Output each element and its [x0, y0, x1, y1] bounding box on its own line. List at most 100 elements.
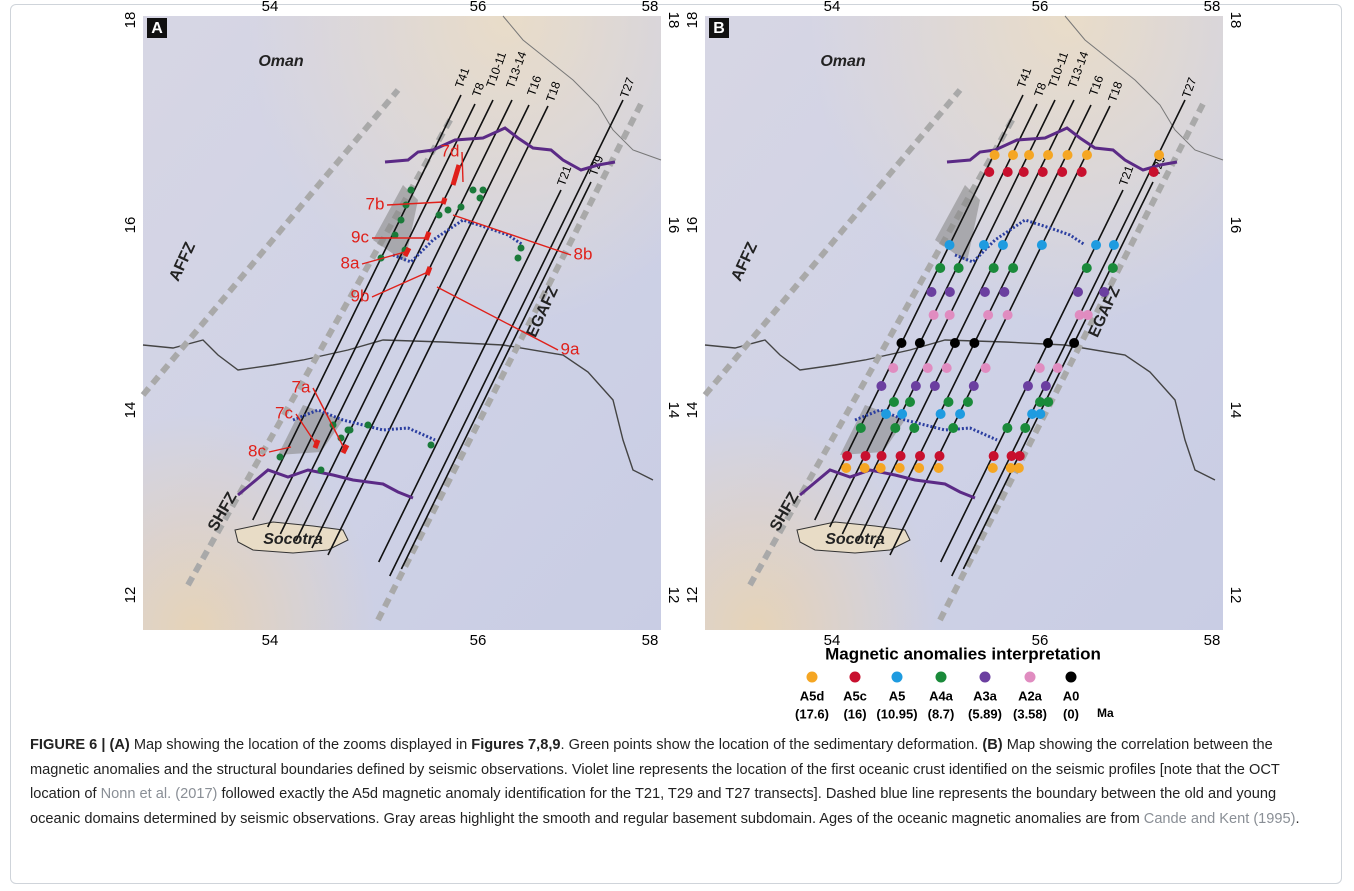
transect-label: T21 — [554, 163, 574, 188]
coastline — [142, 339, 654, 481]
legend-unit: Ma — [1097, 706, 1114, 720]
anomaly-point — [888, 397, 899, 407]
zoom-marker — [450, 164, 462, 186]
anomaly-point — [875, 463, 886, 473]
transect-line — [267, 103, 476, 528]
anomaly-point — [876, 381, 887, 391]
deformation-point — [402, 201, 410, 209]
lon-tick-label: 56 — [470, 632, 487, 649]
fracture-zone — [140, 88, 401, 397]
domain-boundary — [392, 218, 524, 264]
transect-line — [962, 181, 1154, 570]
place-label: Oman — [258, 53, 304, 70]
anomaly-point — [909, 423, 920, 433]
anomaly-point — [1091, 240, 1102, 250]
deformation-point — [479, 186, 487, 194]
lon-tick-label: 54 — [262, 0, 279, 15]
anomaly-point — [948, 423, 959, 433]
legend-code: A5 — [889, 688, 906, 703]
lon-tick-label: 54 — [824, 0, 841, 15]
oceanic-crust-line — [946, 126, 1178, 172]
fracture-zone — [937, 98, 1208, 622]
lat-tick-label: 14 — [1227, 402, 1244, 419]
legend-age: (5.89) — [968, 706, 1002, 721]
deformation-point — [457, 203, 465, 211]
anomaly-point — [895, 451, 906, 461]
anomaly-point — [881, 409, 892, 419]
transect-line — [378, 189, 562, 563]
anomaly-point — [922, 363, 933, 373]
lat-tick-label: 16 — [665, 217, 682, 234]
caption-text: . Green points show the location of the … — [560, 737, 983, 753]
caption-link[interactable]: Cande and Kent (1995) — [1143, 810, 1296, 827]
transect-label: T41 — [452, 65, 472, 90]
deformation-point — [346, 426, 354, 434]
anomaly-point — [1005, 463, 1016, 473]
legend-swatch — [891, 671, 903, 683]
legend-code: A2a — [1018, 688, 1043, 703]
anomaly-point — [1062, 150, 1073, 160]
zoom-leader — [386, 201, 444, 206]
anomaly-point — [841, 463, 852, 473]
deformation-point — [391, 231, 399, 239]
transect-line — [252, 94, 462, 521]
lon-tick-label: 56 — [1032, 0, 1049, 15]
anomaly-point — [1022, 381, 1033, 391]
caption: FIGURE 6 | (A) Map showing the location … — [30, 733, 1330, 831]
legend-swatch — [979, 671, 991, 683]
lat-tick-label: 12 — [1227, 587, 1244, 604]
legend-code: A3a — [973, 688, 998, 703]
deformation-point — [364, 421, 372, 429]
caption-text: Figures 7,8,9 — [471, 737, 561, 753]
anomaly-point — [876, 451, 887, 461]
anomaly-point — [859, 463, 870, 473]
zoom-label: 9c — [351, 227, 369, 246]
legend-age: (17.6) — [795, 706, 829, 721]
zoom-label: 7d — [441, 141, 460, 160]
panel-letter-box — [709, 18, 729, 38]
anomaly-point — [896, 338, 907, 348]
gray-area — [278, 405, 343, 455]
legend-code: A5d — [800, 688, 825, 703]
caption-text: Map showing the location of the zooms di… — [129, 737, 472, 753]
transect-label: T41 — [1014, 65, 1034, 90]
anomaly-point — [855, 423, 866, 433]
anomaly-point — [842, 451, 853, 461]
lon-tick-label: 58 — [1204, 0, 1221, 15]
transect-label: T18 — [543, 79, 563, 104]
zoom-label: 7a — [292, 377, 311, 396]
lat-tick-label: 14 — [122, 402, 139, 419]
anomaly-point — [915, 451, 926, 461]
legend-code: A0 — [1063, 688, 1080, 703]
legend-age: (10.95) — [876, 706, 917, 721]
island — [796, 521, 911, 554]
anomaly-point — [1035, 409, 1046, 419]
anomaly-point — [944, 240, 955, 250]
anomaly-point — [953, 263, 964, 273]
anomaly-point — [1043, 150, 1054, 160]
transect-label: T8 — [1031, 80, 1049, 98]
deformation-point — [427, 441, 435, 449]
caption-link[interactable]: Nonn et al. (2017) — [100, 786, 218, 802]
anomaly-point — [860, 451, 871, 461]
transect-line — [951, 99, 1186, 577]
anomaly-point — [1043, 397, 1054, 407]
place-label: Socotra — [825, 531, 885, 548]
transect-label: T16 — [524, 73, 544, 98]
lon-tick-label: 54 — [262, 632, 279, 649]
anomaly-point — [1013, 463, 1024, 473]
legend-swatch — [1065, 671, 1077, 683]
zoom-leader — [452, 214, 572, 256]
transect-line — [389, 99, 624, 577]
anomaly-point — [1024, 150, 1035, 160]
zoom-label: 7b — [366, 194, 385, 213]
deformation-point — [435, 211, 443, 219]
transect-label: T16 — [1086, 73, 1106, 98]
anomaly-point — [1002, 423, 1013, 433]
anomaly-point — [944, 287, 955, 297]
figure-frame — [10, 4, 1342, 884]
anomaly-point — [897, 409, 908, 419]
lon-tick-label: 58 — [642, 632, 659, 649]
transect-label: T18 — [1105, 79, 1125, 104]
